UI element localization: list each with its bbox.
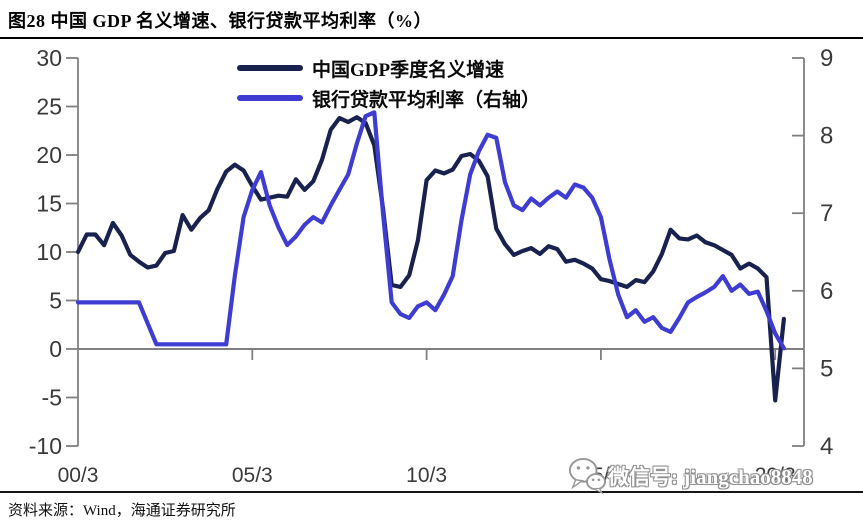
svg-text:5: 5: [820, 355, 833, 382]
legend-label-gdp: 中国GDP季度名义增速: [312, 59, 505, 81]
svg-text:30: 30: [36, 45, 62, 71]
axis-tick-labels: 302520151050-5-1098765400/305/310/315/32…: [29, 45, 834, 487]
svg-text:20: 20: [36, 142, 62, 168]
svg-text:20/3: 20/3: [755, 464, 796, 487]
title-divider: [0, 37, 863, 39]
svg-text:25: 25: [36, 94, 62, 120]
legend-item-rate: 银行贷款平均利率（右轴）: [237, 83, 540, 113]
svg-text:9: 9: [820, 45, 833, 72]
footer-divider: [0, 491, 863, 493]
svg-text:7: 7: [820, 200, 833, 227]
svg-text:05/3: 05/3: [232, 464, 273, 487]
svg-text:-5: -5: [42, 385, 62, 411]
svg-text:00/3: 00/3: [58, 464, 99, 487]
watermark: 微信号: jiangchao8848: [568, 456, 813, 496]
svg-text:4: 4: [820, 433, 833, 460]
svg-text:5: 5: [49, 288, 62, 314]
svg-text:8: 8: [820, 123, 833, 150]
gdp-line-swatch: [237, 65, 303, 71]
svg-text:6: 6: [820, 278, 833, 305]
legend-label-rate: 银行贷款平均利率（右轴）: [312, 89, 541, 111]
svg-text:-10: -10: [29, 433, 62, 459]
series-line-0: [75, 115, 787, 403]
legend-item-gdp: 中国GDP季度名义增速: [237, 53, 540, 83]
svg-text:0: 0: [49, 336, 62, 362]
chart-legend: 中国GDP季度名义增速 银行贷款平均利率（右轴）: [237, 53, 540, 113]
series-line-1: [75, 110, 787, 351]
watermark-text: 微信号: jiangchao8848: [608, 465, 813, 489]
source-note: 资料来源：Wind，海通证券研究所: [8, 503, 236, 519]
wechat-icon: [568, 457, 606, 495]
svg-text:15: 15: [36, 191, 62, 217]
axes: [66, 57, 805, 447]
figure-title: 图28 中国 GDP 名义增速、银行贷款平均利率（%）: [8, 11, 432, 31]
svg-text:10: 10: [36, 239, 62, 265]
rate-line-swatch: [237, 95, 303, 101]
svg-text:10/3: 10/3: [406, 464, 447, 487]
